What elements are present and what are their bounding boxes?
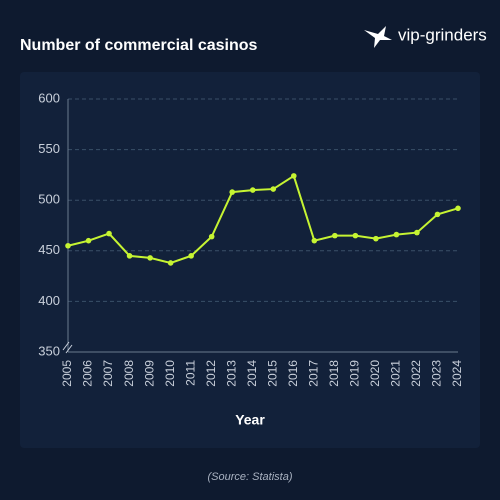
- y-tick-label: 450: [38, 242, 60, 257]
- point: [65, 242, 71, 249]
- point: [311, 237, 318, 244]
- axis-break: [62, 341, 73, 354]
- point: [434, 211, 441, 218]
- x-tick-label: 2006: [81, 360, 95, 387]
- x-tick-label: 2009: [142, 360, 156, 387]
- x-tick-label: 2020: [368, 360, 382, 387]
- chart-panel: [20, 72, 480, 448]
- x-tick-label: 2008: [122, 360, 136, 387]
- x-tick-label: 2014: [245, 360, 259, 387]
- point: [126, 253, 133, 259]
- source: (Source: Statista): [208, 471, 293, 483]
- x-tick-label: 2015: [265, 360, 279, 387]
- x-tick-label: 2023: [430, 360, 444, 387]
- x-tick-label: 2021: [389, 360, 403, 387]
- y-tick-label: 350: [38, 343, 60, 358]
- x-tick-label: 2013: [224, 360, 238, 387]
- point: [106, 230, 112, 237]
- point: [393, 231, 400, 238]
- point: [167, 260, 174, 266]
- point: [332, 232, 338, 239]
- x-tick-label: 2005: [60, 360, 74, 387]
- x-tick-label: 2007: [101, 360, 115, 387]
- point: [455, 205, 461, 212]
- x-tick-label: 2022: [409, 360, 423, 387]
- y-tick-label: 400: [38, 293, 60, 308]
- x-tick-label: 2024: [450, 360, 464, 387]
- point: [229, 189, 236, 195]
- point: [147, 255, 153, 261]
- point: [373, 235, 379, 242]
- logo-icon: [364, 26, 392, 48]
- point: [352, 232, 359, 239]
- y-tick-label: 600: [38, 90, 60, 105]
- point: [208, 233, 215, 240]
- point: [188, 253, 194, 259]
- y-tick-label: 500: [38, 192, 60, 207]
- x-tick-label: 2016: [286, 360, 300, 387]
- x-tick-label: 2012: [204, 360, 218, 387]
- point: [249, 187, 256, 193]
- x-tick-label: 2019: [348, 360, 362, 387]
- point: [85, 237, 92, 244]
- x-axis-label: Year: [235, 412, 265, 428]
- y-tick-label: 550: [38, 141, 60, 156]
- x-tick-label: 2011: [183, 360, 197, 386]
- line: [67, 174, 459, 264]
- x-tick-label: 2017: [306, 360, 320, 387]
- x-tick-label: 2018: [327, 360, 341, 387]
- point: [290, 173, 297, 179]
- logo-bird: [364, 26, 392, 48]
- point: [270, 186, 277, 192]
- x-tick-label: 2010: [163, 360, 177, 387]
- point: [414, 229, 420, 236]
- logo-text: vip-grinders: [398, 25, 487, 44]
- chart-title: Number of commercial casinos: [20, 37, 258, 54]
